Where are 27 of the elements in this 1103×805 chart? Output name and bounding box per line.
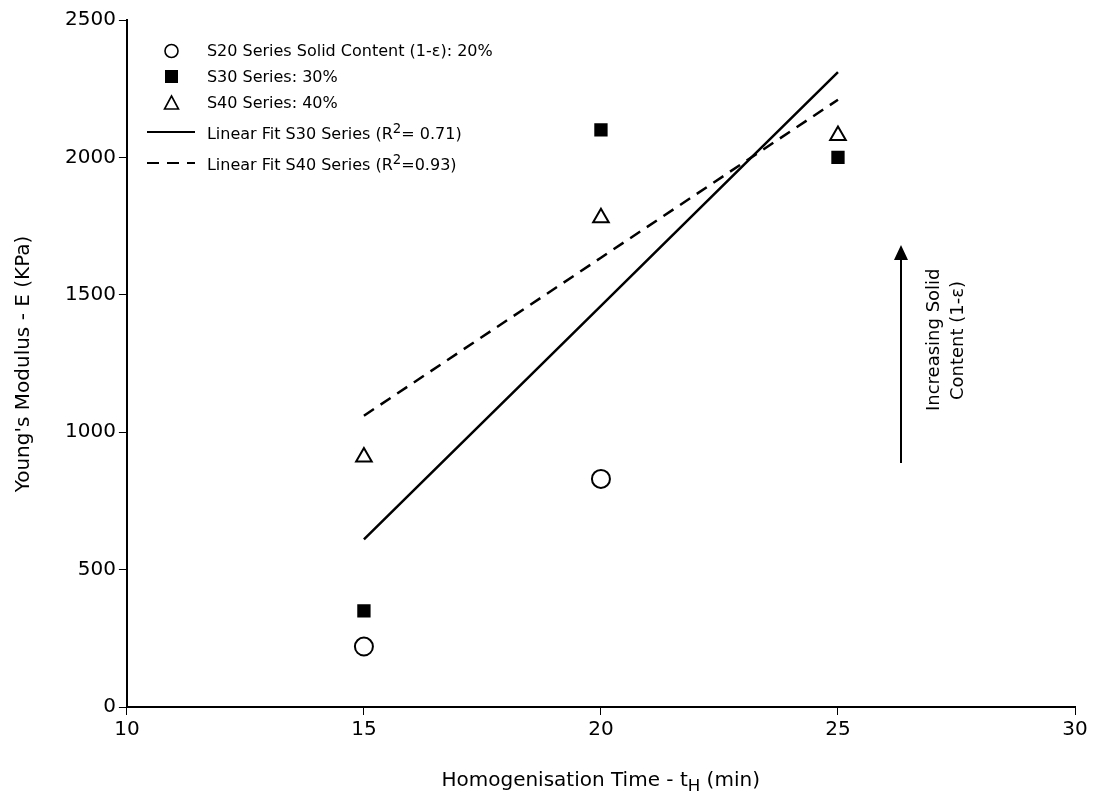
point bbox=[829, 125, 847, 141]
legend-label: S30 Series: 30% bbox=[206, 66, 338, 88]
y-tick-label: 1000 bbox=[64, 418, 116, 443]
point bbox=[353, 636, 374, 657]
annotation: Increasing Solid Content (1-ε) bbox=[921, 267, 968, 414]
legend-label: Linear Fit S30 Series (R$^{2}$= 0.71) bbox=[206, 120, 462, 146]
y-tick-label: 500 bbox=[77, 555, 116, 580]
point bbox=[355, 446, 373, 463]
x-tick-label: 25 bbox=[825, 716, 851, 741]
point bbox=[357, 604, 371, 618]
x-axis-title: Homogenisation Time - t$_{H}$ (min) bbox=[441, 767, 760, 795]
point bbox=[594, 123, 608, 137]
x-tick-label: 10 bbox=[114, 716, 140, 741]
legend-label: S40 Series: 40% bbox=[206, 92, 338, 114]
x-tick-label: 30 bbox=[1062, 716, 1088, 741]
legend-label: Linear Fit S40 Series (R$^{2}$=0.93) bbox=[206, 151, 457, 177]
point bbox=[590, 468, 611, 489]
y-axis-title: Young's Modulus - E (KPa) bbox=[9, 235, 34, 492]
x-tick-label: 15 bbox=[351, 716, 377, 741]
point bbox=[831, 150, 845, 165]
y-tick-label: 1500 bbox=[64, 281, 116, 305]
y-tick-label: 2500 bbox=[64, 6, 116, 31]
legend-label: S20 Series Solid Content (1-ε): 20% bbox=[206, 40, 493, 62]
y-tick-label: 2000 bbox=[64, 143, 116, 168]
point bbox=[592, 207, 610, 224]
x-tick-label: 20 bbox=[588, 716, 614, 741]
y-tick-label: 0 bbox=[103, 693, 116, 718]
